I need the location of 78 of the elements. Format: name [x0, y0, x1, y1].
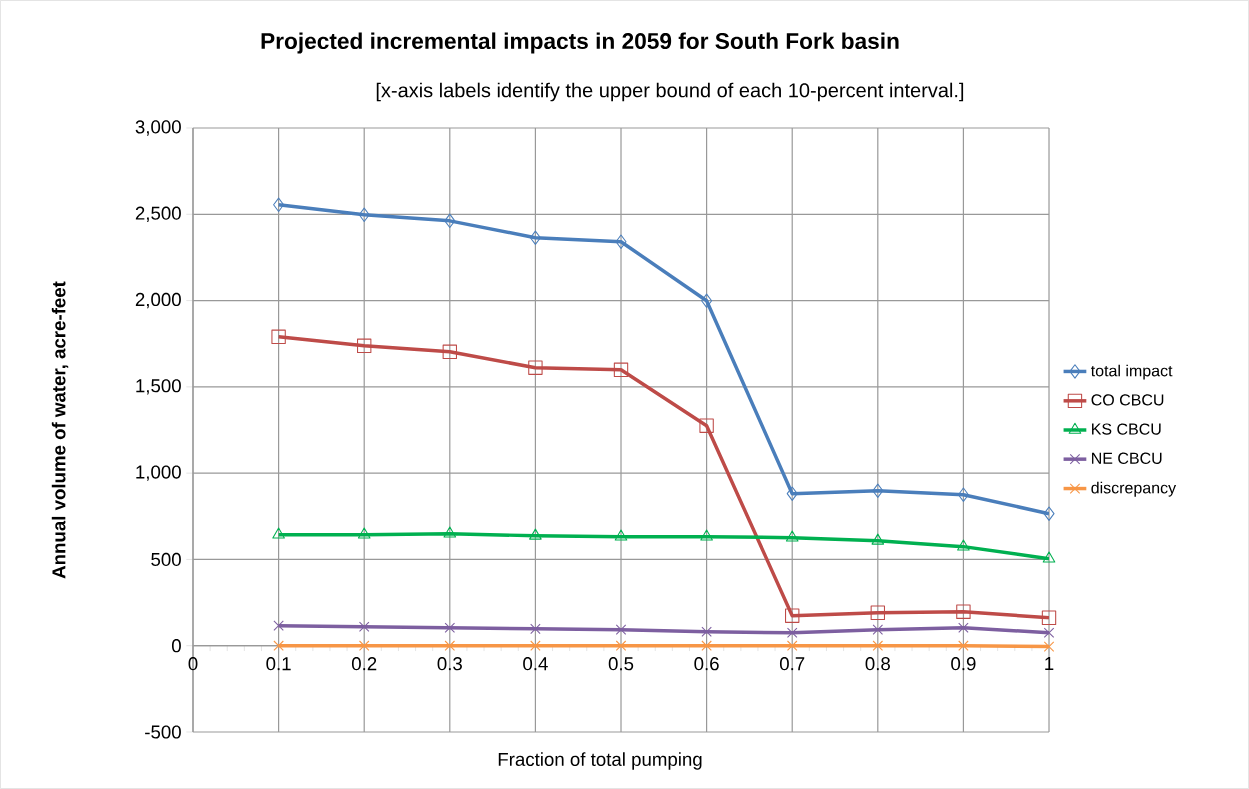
point	[1041, 610, 1057, 625]
point	[1043, 627, 1055, 639]
point	[443, 526, 457, 538]
point	[957, 539, 970, 551]
x-tick-label: 0.4	[523, 657, 548, 671]
x-tick-label: 0.9	[951, 657, 976, 671]
point	[872, 624, 884, 635]
point	[1043, 506, 1055, 521]
point	[530, 640, 541, 651]
y-tick-label: 1,500	[136, 379, 181, 395]
point	[785, 530, 799, 542]
point	[529, 230, 541, 245]
point	[870, 605, 886, 620]
point	[530, 623, 541, 635]
y-tick-label: 0	[171, 639, 181, 653]
point	[613, 362, 629, 377]
legend-label: KS CBCU	[1092, 423, 1161, 435]
x-tick-label: 0	[188, 657, 198, 671]
point	[444, 622, 456, 634]
point	[699, 418, 714, 433]
point	[357, 527, 371, 539]
point	[786, 640, 798, 651]
point	[529, 528, 542, 540]
legend-label: discrepancy	[1091, 481, 1177, 497]
point	[701, 626, 712, 637]
x-tick-label: 0.8	[865, 657, 890, 671]
point	[958, 622, 969, 634]
legend-label: CO CBCU	[1091, 394, 1164, 406]
point	[273, 620, 284, 631]
y-tick-label: 500	[151, 552, 181, 567]
x-tick-label: 1	[1045, 657, 1054, 670]
point	[357, 338, 372, 353]
point	[1042, 551, 1056, 563]
point	[273, 197, 285, 212]
point	[956, 604, 971, 619]
point	[872, 640, 884, 651]
legend-label: NE CBCU	[1092, 452, 1162, 464]
point	[957, 487, 969, 502]
chart-subtitle: [x-axis labels identify the upper bound of each 10-percent interval.]	[376, 82, 964, 102]
point	[958, 640, 969, 651]
point	[872, 483, 884, 498]
y-axis-title: Annual volume of water, acre-feet	[51, 281, 69, 579]
x-tick-label: 0.6	[694, 657, 719, 671]
y-tick-label: -500	[145, 725, 181, 739]
x-tick-label: 0.5	[608, 657, 634, 671]
point	[444, 213, 456, 229]
point	[273, 640, 284, 651]
x-tick-label: 0.7	[779, 657, 805, 671]
point	[614, 529, 628, 541]
point	[272, 527, 285, 539]
y-tick-label: 1,000	[136, 465, 181, 481]
x-tick-label: 0.3	[437, 657, 462, 671]
point	[786, 627, 798, 639]
legend-label: total impact	[1090, 364, 1173, 380]
point	[444, 640, 456, 651]
point	[785, 608, 800, 623]
x-tick-label: 0.2	[351, 657, 377, 671]
x-tick-label: 0.1	[266, 657, 291, 671]
chart-title: Projected incremental impacts in 2059 for South Fork basin	[261, 32, 899, 54]
point	[528, 360, 543, 375]
x-axis-title: Fraction of total pumping	[498, 752, 702, 770]
point	[871, 533, 885, 545]
point	[442, 344, 458, 360]
point	[786, 486, 798, 501]
point	[358, 207, 370, 223]
point	[358, 640, 370, 651]
point	[701, 640, 712, 651]
y-tick-label: 2,500	[135, 206, 181, 222]
point	[615, 624, 627, 635]
y-tick-label: 2,000	[135, 292, 181, 309]
point	[701, 293, 713, 308]
point	[700, 529, 713, 541]
point	[615, 640, 627, 651]
point	[358, 621, 370, 632]
point	[615, 234, 627, 249]
point	[1043, 641, 1055, 652]
point	[271, 329, 286, 345]
y-tick-label: 3,000	[135, 120, 181, 136]
